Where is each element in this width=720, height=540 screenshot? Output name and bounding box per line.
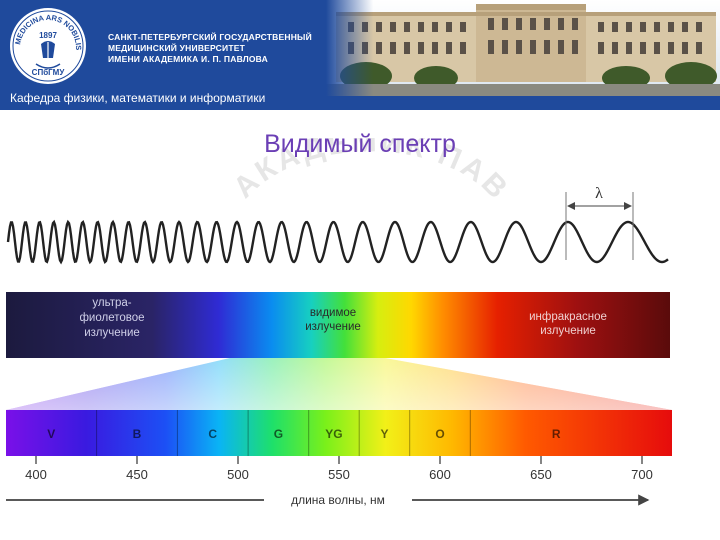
tick-label-450: 450 <box>126 467 148 482</box>
wavelength-ticks: 400 450 500 550 600 650 700 <box>25 456 653 482</box>
header-banner: MEDICINA ARS NOBILISSIMA 1897 СПбГМУ САН… <box>0 0 720 110</box>
wave-curve <box>6 219 669 265</box>
tick-label-550: 550 <box>328 467 350 482</box>
slide-title: Видимый спектр <box>264 130 456 158</box>
band-label-o: O <box>435 427 444 441</box>
axis-label: длина волны, нм <box>291 493 385 507</box>
band-label-b: B <box>133 427 142 441</box>
uv-label-line: фиолетовое <box>79 312 144 324</box>
tick-label-700: 700 <box>631 467 653 482</box>
university-building-photo <box>326 0 720 96</box>
band-label-y: Y <box>380 427 388 441</box>
uv-label-line: излучение <box>84 327 140 339</box>
logo-year: 1897 <box>39 31 57 40</box>
university-name: САНКТ-ПЕТЕРБУРГСКИЙ ГОСУДАРСТВЕННЫЙ МЕДИ… <box>108 32 312 65</box>
university-line: МЕДИЦИНСКИЙ УНИВЕРСИТЕТ <box>108 43 245 53</box>
color-bands: V B C G YG Y O R <box>47 410 561 456</box>
university-line: ИМЕНИ АКАДЕМИКА И. П. ПАВЛОВА <box>108 54 268 64</box>
ir-label-line: инфракрасное <box>529 311 607 323</box>
tick-label-500: 500 <box>227 467 249 482</box>
band-label-c: C <box>208 427 217 441</box>
em-spectrum-bar <box>6 292 670 358</box>
watermark: АКАДЕМИК ПАВЛОВ <box>220 138 512 207</box>
university-line: САНКТ-ПЕТЕРБУРГСКИЙ ГОСУДАРСТВЕННЫЙ <box>108 32 312 42</box>
spectrum-figure: λ ультра- фиолетовое излучение видимое и… <box>6 185 672 507</box>
band-label-g: G <box>274 427 283 441</box>
band-label-v: V <box>47 427 55 441</box>
uv-label-line: ультра- <box>92 297 131 309</box>
logo-abbr: СПбГМУ <box>32 68 66 77</box>
tick-label-600: 600 <box>429 467 451 482</box>
department-name: Кафедра физики, математики и информатики <box>10 91 266 105</box>
visible-band-strip <box>6 410 672 456</box>
band-label-yg: YG <box>325 427 342 441</box>
university-logo: MEDICINA ARS NOBILISSIMA 1897 СПбГМУ <box>8 6 86 84</box>
wavelength-marker <box>565 192 634 260</box>
visible-label-line: видимое <box>310 307 356 319</box>
tick-label-400: 400 <box>25 467 47 482</box>
band-label-r: R <box>552 427 561 441</box>
ir-label-line: излучение <box>540 325 596 337</box>
tick-label-650: 650 <box>530 467 552 482</box>
lambda-label: λ <box>595 185 603 202</box>
visible-label-line: излучение <box>305 321 361 333</box>
